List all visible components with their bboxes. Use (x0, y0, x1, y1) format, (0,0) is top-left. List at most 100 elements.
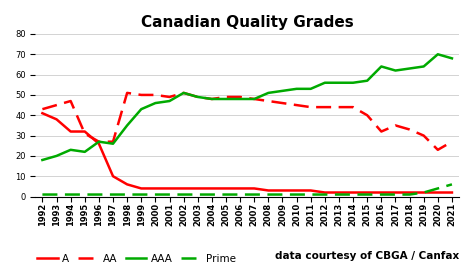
AAA (54, 154, 59, 158)
AAA (251, 97, 257, 100)
AAA (209, 97, 215, 100)
Prime (251, 193, 257, 196)
AA (294, 103, 300, 107)
AAA (237, 97, 243, 100)
Prime (378, 193, 384, 196)
AA (153, 93, 158, 96)
AA (68, 99, 73, 103)
Prime (181, 193, 186, 196)
A (124, 183, 130, 186)
A (181, 187, 186, 190)
AAA (195, 95, 201, 99)
A (110, 175, 116, 178)
AAA (378, 65, 384, 68)
Line: AAA: AAA (42, 54, 452, 160)
AAA (153, 102, 158, 105)
AA (54, 103, 59, 107)
AA (378, 130, 384, 133)
A (392, 191, 398, 194)
Prime (435, 187, 441, 190)
AA (392, 124, 398, 127)
A (365, 191, 370, 194)
AA (82, 132, 88, 135)
A (322, 191, 328, 194)
Prime (392, 193, 398, 196)
Prime (54, 193, 59, 196)
AAA (110, 142, 116, 145)
AAA (181, 91, 186, 95)
Prime (308, 193, 314, 196)
AA (181, 91, 186, 95)
Title: Canadian Quality Grades: Canadian Quality Grades (141, 15, 354, 30)
AAA (421, 65, 427, 68)
A (167, 187, 173, 190)
A (82, 130, 88, 133)
AAA (392, 69, 398, 72)
AAA (350, 81, 356, 84)
AA (365, 114, 370, 117)
AAA (96, 140, 102, 143)
Prime (223, 193, 229, 196)
AAA (138, 107, 144, 111)
Prime (265, 193, 271, 196)
AA (167, 95, 173, 99)
A (209, 187, 215, 190)
AA (138, 93, 144, 96)
AAA (223, 97, 229, 100)
Prime (294, 193, 300, 196)
Prime (138, 193, 144, 196)
AA (421, 134, 427, 137)
AA (449, 140, 455, 143)
A (336, 191, 342, 194)
Prime (365, 193, 370, 196)
Prime (237, 193, 243, 196)
A (54, 118, 59, 121)
AAA (39, 158, 45, 162)
Line: AA: AA (42, 93, 452, 150)
Prime (68, 193, 73, 196)
AAA (365, 79, 370, 82)
A (407, 191, 412, 194)
Legend: A, AA, AAA, Prime: A, AA, AAA, Prime (33, 250, 240, 268)
AAA (265, 91, 271, 95)
A (280, 189, 285, 192)
AAA (435, 53, 441, 56)
AA (223, 95, 229, 99)
AA (96, 140, 102, 143)
AA (251, 97, 257, 100)
AAA (449, 57, 455, 60)
A (265, 189, 271, 192)
A (421, 191, 427, 194)
AAA (82, 150, 88, 154)
Prime (82, 193, 88, 196)
Prime (350, 193, 356, 196)
A (237, 187, 243, 190)
Prime (322, 193, 328, 196)
AA (265, 99, 271, 103)
AA (39, 107, 45, 111)
Line: A: A (42, 113, 452, 192)
A (449, 191, 455, 194)
A (223, 187, 229, 190)
AAA (407, 67, 412, 70)
Prime (421, 191, 427, 194)
A (153, 187, 158, 190)
Prime (110, 193, 116, 196)
Line: Prime: Prime (42, 184, 452, 195)
A (195, 187, 201, 190)
AA (124, 91, 130, 95)
AA (209, 97, 215, 100)
A (308, 189, 314, 192)
Prime (124, 193, 130, 196)
AA (407, 128, 412, 131)
AA (322, 106, 328, 109)
AA (110, 140, 116, 143)
AAA (308, 87, 314, 90)
AAA (167, 99, 173, 103)
Prime (449, 183, 455, 186)
AAA (322, 81, 328, 84)
Prime (167, 193, 173, 196)
A (435, 191, 441, 194)
A (251, 187, 257, 190)
Prime (407, 193, 412, 196)
